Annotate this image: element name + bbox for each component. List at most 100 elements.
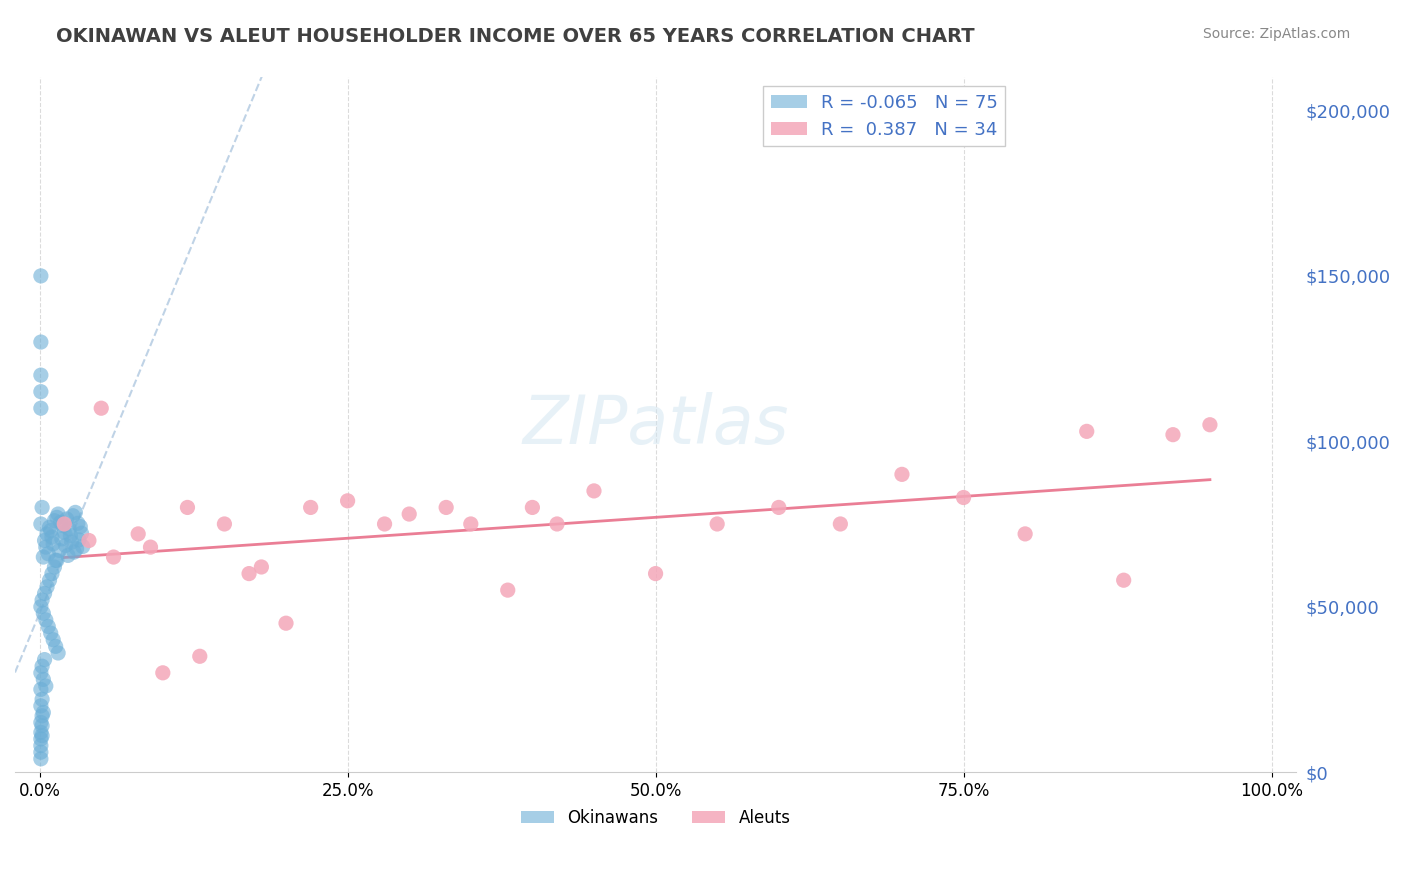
- Point: [30, 715, 52, 730]
- Point: [39, 626, 62, 640]
- Point: [48, 543, 70, 558]
- Point: [103, 549, 125, 564]
- Point: [32, 673, 55, 687]
- Point: [63, 545, 86, 559]
- Point: [32, 549, 55, 564]
- Point: [49, 516, 72, 530]
- Point: [1161, 427, 1184, 442]
- Point: [30, 384, 52, 399]
- Point: [45, 553, 67, 567]
- Point: [336, 493, 359, 508]
- Point: [66, 516, 89, 531]
- Point: [41, 566, 63, 581]
- Point: [1112, 573, 1135, 587]
- Point: [35, 527, 58, 541]
- Point: [30, 401, 52, 416]
- Point: [53, 525, 76, 540]
- Point: [32, 607, 55, 621]
- Point: [65, 505, 87, 519]
- Point: [31, 593, 53, 607]
- Point: [139, 540, 162, 554]
- Point: [30, 739, 52, 753]
- Point: [31, 719, 53, 733]
- Point: [30, 368, 52, 383]
- Point: [39, 524, 62, 538]
- Text: ZIPatlas: ZIPatlas: [522, 392, 789, 458]
- Point: [77, 533, 100, 548]
- Point: [62, 508, 84, 523]
- Point: [46, 507, 69, 521]
- Point: [69, 519, 91, 533]
- Point: [34, 533, 56, 548]
- Point: [30, 752, 52, 766]
- Point: [45, 640, 67, 654]
- Point: [374, 516, 396, 531]
- Point: [53, 516, 76, 531]
- Point: [32, 706, 55, 720]
- Point: [44, 514, 66, 528]
- Point: [34, 652, 56, 666]
- Point: [35, 679, 58, 693]
- Point: [37, 619, 59, 633]
- Point: [1076, 425, 1098, 439]
- Point: [42, 537, 65, 551]
- Point: [176, 500, 198, 515]
- Point: [299, 500, 322, 515]
- Point: [38, 573, 60, 587]
- Point: [90, 401, 112, 416]
- Point: [30, 698, 52, 713]
- Point: [30, 682, 52, 697]
- Point: [768, 500, 790, 515]
- Point: [891, 467, 914, 482]
- Point: [1199, 417, 1222, 432]
- Point: [398, 507, 420, 521]
- Point: [35, 540, 58, 554]
- Legend: Okinawans, Aleuts: Okinawans, Aleuts: [515, 802, 797, 833]
- Point: [238, 566, 260, 581]
- Point: [55, 539, 77, 553]
- Point: [41, 530, 63, 544]
- Text: Source: ZipAtlas.com: Source: ZipAtlas.com: [1202, 27, 1350, 41]
- Point: [59, 528, 82, 542]
- Point: [830, 516, 852, 531]
- Point: [34, 586, 56, 600]
- Point: [31, 659, 53, 673]
- Point: [45, 553, 67, 567]
- Point: [60, 535, 83, 549]
- Point: [952, 491, 974, 505]
- Point: [58, 522, 80, 536]
- Point: [31, 708, 53, 723]
- Point: [706, 516, 728, 531]
- Point: [35, 613, 58, 627]
- Point: [37, 547, 59, 561]
- Point: [67, 533, 90, 547]
- Point: [31, 692, 53, 706]
- Point: [55, 512, 77, 526]
- Point: [31, 500, 53, 515]
- Point: [1014, 527, 1036, 541]
- Point: [70, 526, 93, 541]
- Point: [31, 729, 53, 743]
- Point: [460, 516, 482, 531]
- Point: [522, 500, 544, 515]
- Point: [30, 731, 52, 746]
- Point: [38, 520, 60, 534]
- Point: [644, 566, 666, 581]
- Point: [72, 540, 94, 554]
- Point: [214, 516, 236, 531]
- Point: [496, 583, 519, 598]
- Point: [65, 541, 87, 556]
- Point: [30, 599, 52, 614]
- Point: [434, 500, 457, 515]
- Point: [30, 268, 52, 283]
- Text: OKINAWAN VS ALEUT HOUSEHOLDER INCOME OVER 65 YEARS CORRELATION CHART: OKINAWAN VS ALEUT HOUSEHOLDER INCOME OVE…: [56, 27, 974, 45]
- Point: [46, 646, 69, 660]
- Point: [51, 532, 73, 546]
- Point: [582, 483, 605, 498]
- Point: [52, 518, 75, 533]
- Point: [30, 665, 52, 680]
- Point: [152, 665, 174, 680]
- Point: [44, 560, 66, 574]
- Point: [30, 516, 52, 531]
- Point: [274, 616, 297, 631]
